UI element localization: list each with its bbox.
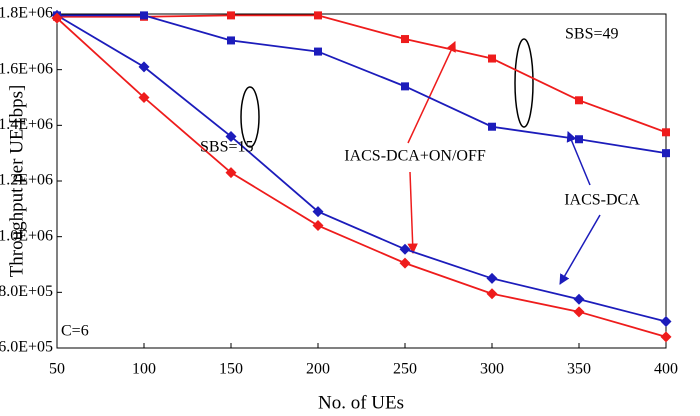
marker <box>138 61 150 73</box>
marker <box>399 243 411 255</box>
marker <box>488 122 496 131</box>
x-tick-label: 200 <box>306 361 330 378</box>
series-line <box>56 17 667 338</box>
annotation: SBS=49 <box>565 26 619 43</box>
annotation: SBS=15 <box>200 139 254 156</box>
y-tick-label: 8.0E+05 <box>0 283 53 300</box>
marker <box>227 36 235 45</box>
marker <box>662 128 670 137</box>
marker <box>486 288 498 300</box>
marker <box>225 130 237 142</box>
marker <box>227 11 235 20</box>
x-tick-label: 350 <box>567 361 591 378</box>
annotation: IACS-DCA <box>564 192 640 209</box>
marker <box>486 272 498 284</box>
marker <box>312 206 324 218</box>
y-tick-label: 1.2E+06 <box>0 172 53 189</box>
series-line <box>57 14 667 134</box>
marker <box>575 135 583 144</box>
x-tick-label: 150 <box>219 361 243 378</box>
annotation: C=6 <box>61 323 89 340</box>
marker <box>662 149 670 158</box>
x-tick-label: 400 <box>654 361 678 378</box>
x-tick-label: 250 <box>393 361 417 378</box>
marker <box>140 11 148 20</box>
marker <box>51 12 63 24</box>
x-tick-label: 50 <box>49 361 65 378</box>
marker <box>314 47 322 56</box>
annotation: IACS-DCA+ON/OFF <box>344 148 486 165</box>
marker <box>401 35 409 44</box>
annotation-shapes <box>240 38 601 285</box>
y-tick-label: 1.4E+06 <box>0 116 53 133</box>
y-tick-label: 1.8E+06 <box>0 5 53 22</box>
marker <box>488 54 496 63</box>
x-tick-label: 300 <box>480 361 504 378</box>
marker <box>312 220 324 232</box>
y-axis-label: Throughput per UE [bps] <box>6 85 27 278</box>
marker <box>138 92 150 103</box>
marker <box>573 306 585 318</box>
x-tick-label: 100 <box>132 361 156 378</box>
series-line <box>56 14 667 323</box>
y-tick-label: 1.6E+06 <box>0 60 53 77</box>
y-tick-label: 6.0E+05 <box>0 339 53 356</box>
y-tick-label: 1.0E+06 <box>0 227 53 244</box>
marker <box>225 167 237 179</box>
marker <box>660 316 672 328</box>
marker <box>575 96 583 105</box>
x-axis-label: No. of UEs <box>318 392 404 413</box>
series-line <box>57 14 667 155</box>
marker <box>573 293 585 305</box>
marker <box>401 82 409 91</box>
marker <box>314 11 322 20</box>
marker <box>660 331 672 343</box>
marker <box>399 257 411 269</box>
